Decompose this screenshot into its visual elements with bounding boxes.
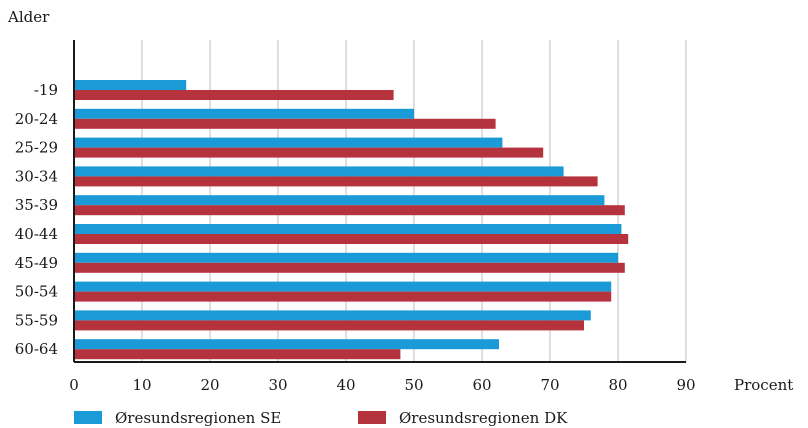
bar-dk: [74, 262, 625, 273]
bar-dk: [74, 90, 394, 100]
y-tick-label: -19: [34, 81, 58, 99]
legend-swatch: [358, 411, 386, 424]
bar-se: [74, 195, 605, 206]
bar-se: [74, 339, 499, 350]
legend-swatch: [74, 411, 102, 424]
bar-dk: [74, 320, 584, 331]
x-tick-label: 20: [200, 376, 219, 394]
bar-se: [74, 108, 414, 119]
bar-dk: [74, 176, 598, 187]
bar-dk: [74, 118, 496, 129]
x-tick-label: 80: [608, 376, 627, 394]
legend-label: Øresundsregionen DK: [399, 409, 568, 427]
legend-label: Øresundsregionen SE: [115, 409, 281, 427]
bar-se: [74, 281, 612, 292]
x-tick-labels: 0 10 20 30 40 50 60 70 80 90: [69, 376, 695, 394]
bar-dk: [74, 205, 625, 216]
x-axis-title: Procent: [734, 376, 793, 394]
x-tick-label: 50: [404, 376, 423, 394]
x-tick-label: 60: [472, 376, 491, 394]
axes: [73, 40, 686, 363]
bar-dk: [74, 349, 401, 360]
x-tick-label: 90: [676, 376, 695, 394]
bar-se: [74, 80, 187, 90]
y-tick-label: 45-49: [15, 254, 58, 272]
bar-dk: [74, 234, 629, 244]
y-tick-label: 50-54: [15, 283, 58, 301]
y-tick-label: 40-44: [15, 225, 58, 243]
x-tick-label: 70: [540, 376, 559, 394]
x-tick-label: 10: [132, 376, 151, 394]
bar-dk: [74, 147, 544, 158]
y-tick-label: 25-29: [15, 139, 58, 157]
y-tick-labels: -19 20-24 25-29 30-34 35-39 40-44 45-49 50-54 55…: [15, 81, 58, 358]
y-tick-label: 35-39: [15, 196, 58, 214]
bars: [74, 80, 629, 360]
bar-dk: [74, 291, 612, 302]
bar-se: [74, 166, 564, 177]
x-tick-label: 40: [336, 376, 355, 394]
y-tick-label: 30-34: [15, 167, 58, 185]
bar-se: [74, 224, 622, 234]
y-axis-title: Alder: [7, 8, 50, 26]
legend: Øresundsregionen SE Øresundsregionen DK: [74, 409, 568, 427]
bar-se: [74, 252, 618, 263]
bar-se: [74, 137, 503, 148]
y-tick-label: 20-24: [15, 110, 58, 128]
y-tick-label: 60-64: [15, 340, 58, 358]
x-tick-label: 30: [268, 376, 287, 394]
bar-se: [74, 310, 591, 321]
y-tick-label: 55-59: [15, 311, 58, 329]
x-tick-label: 0: [69, 376, 79, 394]
